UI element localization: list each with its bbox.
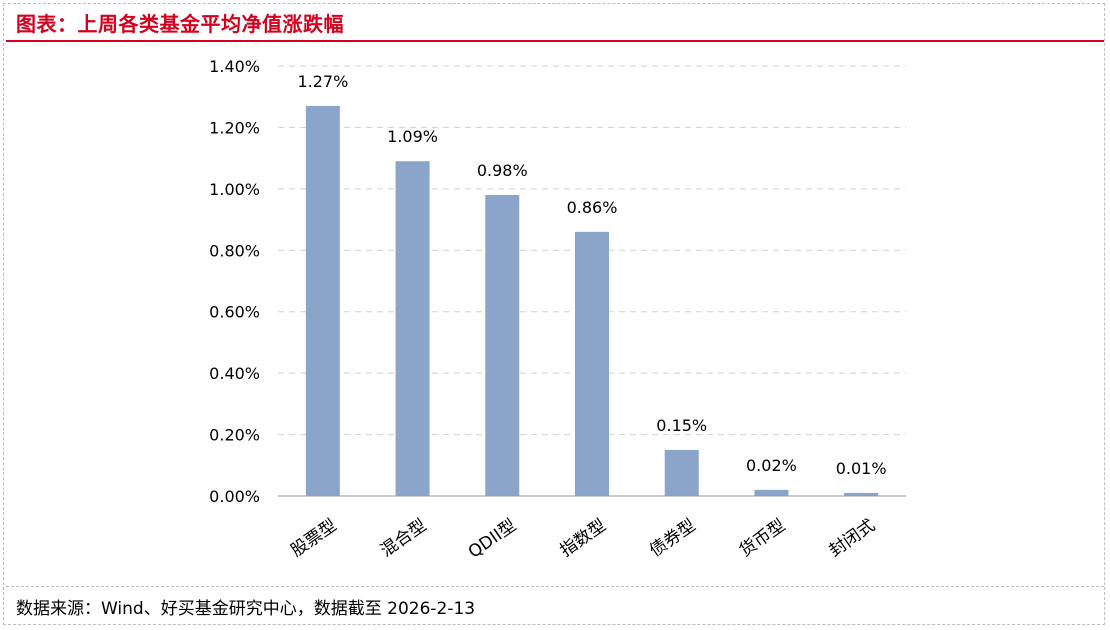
bar xyxy=(664,449,699,496)
bar xyxy=(754,489,789,496)
data-label: 0.02% xyxy=(746,456,797,475)
bar xyxy=(395,161,430,496)
y-tick-label: 0.40% xyxy=(209,364,260,383)
y-tick-label: 0.20% xyxy=(209,426,260,445)
chart-frame xyxy=(3,3,1105,625)
chart-title: 图表：上周各类基金平均净值涨跌幅 xyxy=(16,12,344,36)
source-note: 数据来源：Wind、好买基金研究中心，数据截至 2026-2-13 xyxy=(16,599,476,619)
bar xyxy=(485,195,520,496)
bars xyxy=(305,105,879,496)
data-label: 1.09% xyxy=(387,127,438,146)
category-label: QDII型 xyxy=(465,516,520,563)
data-label: 0.98% xyxy=(477,161,528,180)
category-label: 封闭式 xyxy=(826,516,879,562)
bar xyxy=(844,492,879,496)
data-label: 0.86% xyxy=(567,198,618,217)
y-tick-label: 1.20% xyxy=(209,118,260,137)
data-label: 0.01% xyxy=(836,459,887,478)
y-tick-label: 1.40% xyxy=(209,57,260,76)
y-tick-label: 0.80% xyxy=(209,241,260,260)
data-label: 1.27% xyxy=(297,72,348,91)
footer-divider xyxy=(6,586,1104,587)
bar xyxy=(305,105,340,496)
category-label: 货币型 xyxy=(736,516,789,562)
data-labels: 1.27% 1.09% 0.98% 0.86% 0.15% 0.02% 0.01% xyxy=(297,72,886,478)
category-label: 混合型 xyxy=(377,516,430,562)
category-labels: 股票型 混合型 QDII型 指数型 债券型 货币型 封闭式 xyxy=(287,516,879,563)
data-label: 0.15% xyxy=(656,416,707,435)
category-label: 债券型 xyxy=(646,516,699,562)
y-axis-ticks: 0.00% 0.20% 0.40% 0.60% 0.80% 1.00% 1.20% 1.40% xyxy=(209,57,260,506)
title-divider xyxy=(6,40,1104,42)
y-tick-label: 1.00% xyxy=(209,180,260,199)
bar xyxy=(575,231,609,496)
category-label: 指数型 xyxy=(557,516,610,562)
y-tick-label: 0.60% xyxy=(209,303,260,322)
category-label: 股票型 xyxy=(287,516,340,562)
y-tick-label: 0.00% xyxy=(209,487,260,506)
